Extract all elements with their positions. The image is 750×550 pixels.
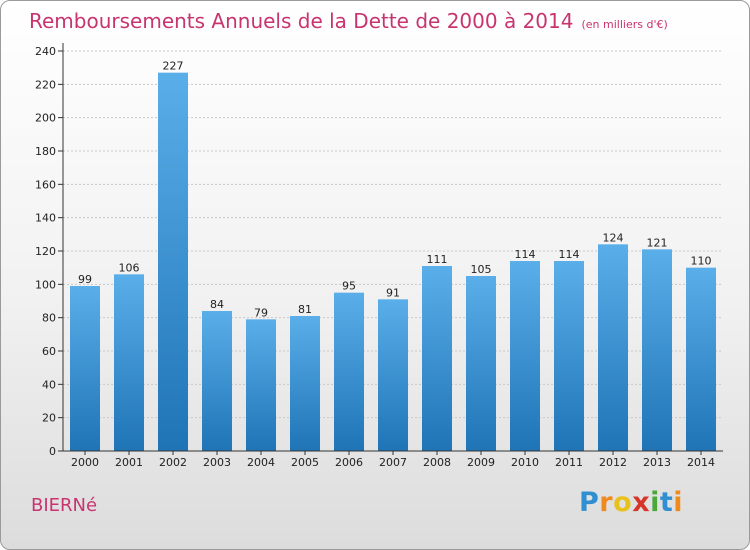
data-label-2012: 124 [603, 231, 624, 244]
axes: 0 20 40 60 80 100 120 140 160 180 200 220 240 2000 200… [35, 43, 723, 469]
y-tick-label: 60 [42, 345, 56, 358]
y-tick-label: 0 [49, 445, 56, 458]
bars [70, 72, 716, 452]
x-tick-label-2014: 2014 [687, 456, 715, 469]
x-tick-label-2004: 2004 [247, 456, 275, 469]
y-tick-label: 120 [35, 245, 56, 258]
data-label-2000: 99 [78, 273, 92, 286]
bar-2010 [510, 261, 540, 451]
bar-2001 [114, 274, 144, 451]
x-tick-label-2000: 2000 [71, 456, 99, 469]
bar-2005 [290, 316, 320, 451]
y-tick-label: 160 [35, 178, 56, 191]
bar-2012 [598, 244, 628, 451]
bar-2002 [158, 72, 188, 452]
data-label-2002: 227 [163, 60, 184, 73]
bar-2011 [554, 261, 584, 451]
bar-2006 [334, 292, 364, 451]
data-label-2014: 110 [691, 255, 712, 268]
y-tick-label: 180 [35, 145, 56, 158]
logo-letter: r [599, 487, 614, 518]
data-label-2007: 91 [386, 286, 400, 299]
x-tick-label-2006: 2006 [335, 456, 363, 469]
logo-letter: P [579, 487, 600, 518]
data-label-2008: 111 [427, 253, 448, 266]
bar-2007 [378, 299, 408, 451]
x-tick-label-2011: 2011 [555, 456, 583, 469]
bar-2000 [70, 286, 100, 451]
logo-letter: x [632, 487, 651, 518]
chart-title: Remboursements Annuels de la Dette de 20… [29, 9, 668, 33]
x-tick-label-2005: 2005 [291, 456, 319, 469]
chart-subtitle: (en milliers d'€) [581, 18, 668, 31]
data-label-2003: 84 [210, 298, 224, 311]
data-label-2004: 79 [254, 306, 268, 319]
x-tick-label-2001: 2001 [115, 456, 143, 469]
data-labels: 99 106 227 84 79 81 95 91 111 105 114 114 124 121 110 [78, 60, 712, 320]
x-tick-label-2007: 2007 [379, 456, 407, 469]
x-tick-label-2013: 2013 [643, 456, 671, 469]
data-label-2013: 121 [647, 236, 668, 249]
bar-2004 [246, 319, 276, 451]
x-tick-label-2008: 2008 [423, 456, 451, 469]
x-tick-label-2009: 2009 [467, 456, 495, 469]
x-tick-label-2003: 2003 [203, 456, 231, 469]
y-tick-label: 220 [35, 78, 56, 91]
chart-title-main: Remboursements Annuels de la Dette de 20… [29, 9, 574, 33]
y-tick-label: 20 [42, 412, 56, 425]
x-tick-label-2010: 2010 [511, 456, 539, 469]
data-label-2001: 106 [119, 261, 140, 274]
data-label-2006: 95 [342, 280, 356, 293]
y-tick-label: 200 [35, 112, 56, 125]
y-tick-label: 40 [42, 378, 56, 391]
x-tick-label-2012: 2012 [599, 456, 627, 469]
logo-letter: o [613, 487, 633, 518]
logo-letter: i [673, 487, 684, 518]
y-tick-label: 140 [35, 212, 56, 225]
bar-2008 [422, 266, 452, 451]
bar-2003 [202, 311, 232, 451]
x-tick-label-2002: 2002 [159, 456, 187, 469]
data-label-2005: 81 [298, 303, 312, 316]
data-label-2011: 114 [559, 248, 580, 261]
y-tick-label: 240 [35, 45, 56, 58]
proxiti-logo: Proxiti [579, 487, 683, 518]
data-label-2010: 114 [515, 248, 536, 261]
y-tick-label: 80 [42, 312, 56, 325]
data-label-2009: 105 [471, 263, 492, 276]
bar-2014 [686, 267, 716, 451]
bar-2013 [642, 249, 672, 451]
logo-letter: i [650, 487, 660, 518]
logo-letter: t [659, 487, 674, 518]
y-tick-label: 100 [35, 278, 56, 291]
bar-2009 [466, 276, 496, 451]
commune-name: BIERNé [31, 495, 98, 516]
